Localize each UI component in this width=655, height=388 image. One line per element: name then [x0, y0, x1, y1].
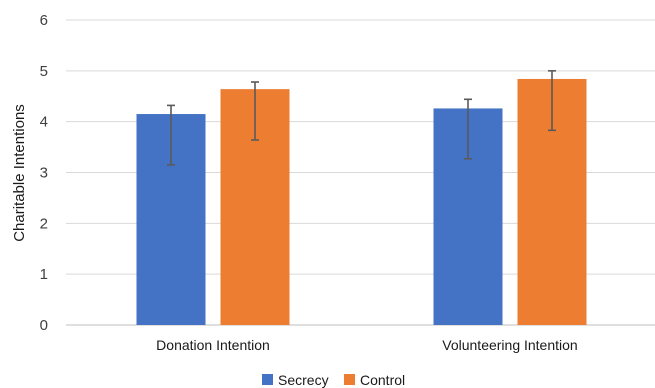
- error-bars: [167, 70, 556, 166]
- x-category-label: Volunteering Intention: [442, 337, 577, 353]
- y-tick-label: 0: [40, 317, 48, 334]
- y-tick-label: 2: [40, 215, 48, 232]
- x-axis-categories: Donation Intention Volunteering Intention: [156, 337, 578, 353]
- y-tick-label: 3: [40, 165, 48, 182]
- legend-label: Secrecy: [278, 372, 329, 388]
- legend-item-control: Control: [344, 372, 405, 388]
- x-category-label: Donation Intention: [156, 337, 270, 353]
- legend-label: Control: [360, 372, 405, 388]
- legend-swatch: [344, 374, 355, 385]
- y-tick-label: 4: [40, 114, 48, 131]
- legend-swatch: [262, 374, 273, 385]
- y-axis-ticks: 0 1 2 3 4 5 6: [40, 12, 48, 334]
- y-tick-label: 5: [40, 63, 48, 80]
- error-bar-secrecy-2: [464, 98, 472, 160]
- error-bar-secrecy-1: [167, 104, 175, 166]
- y-axis-title: Charitable Intentions: [11, 104, 28, 242]
- legend: Secrecy Control: [262, 372, 405, 388]
- bars: [136, 78, 587, 326]
- y-tick-label: 1: [40, 266, 48, 283]
- legend-item-secrecy: Secrecy: [262, 372, 329, 388]
- error-bar-control-1: [251, 81, 259, 141]
- error-bar-control-2: [548, 70, 556, 132]
- y-tick-label: 6: [40, 12, 48, 29]
